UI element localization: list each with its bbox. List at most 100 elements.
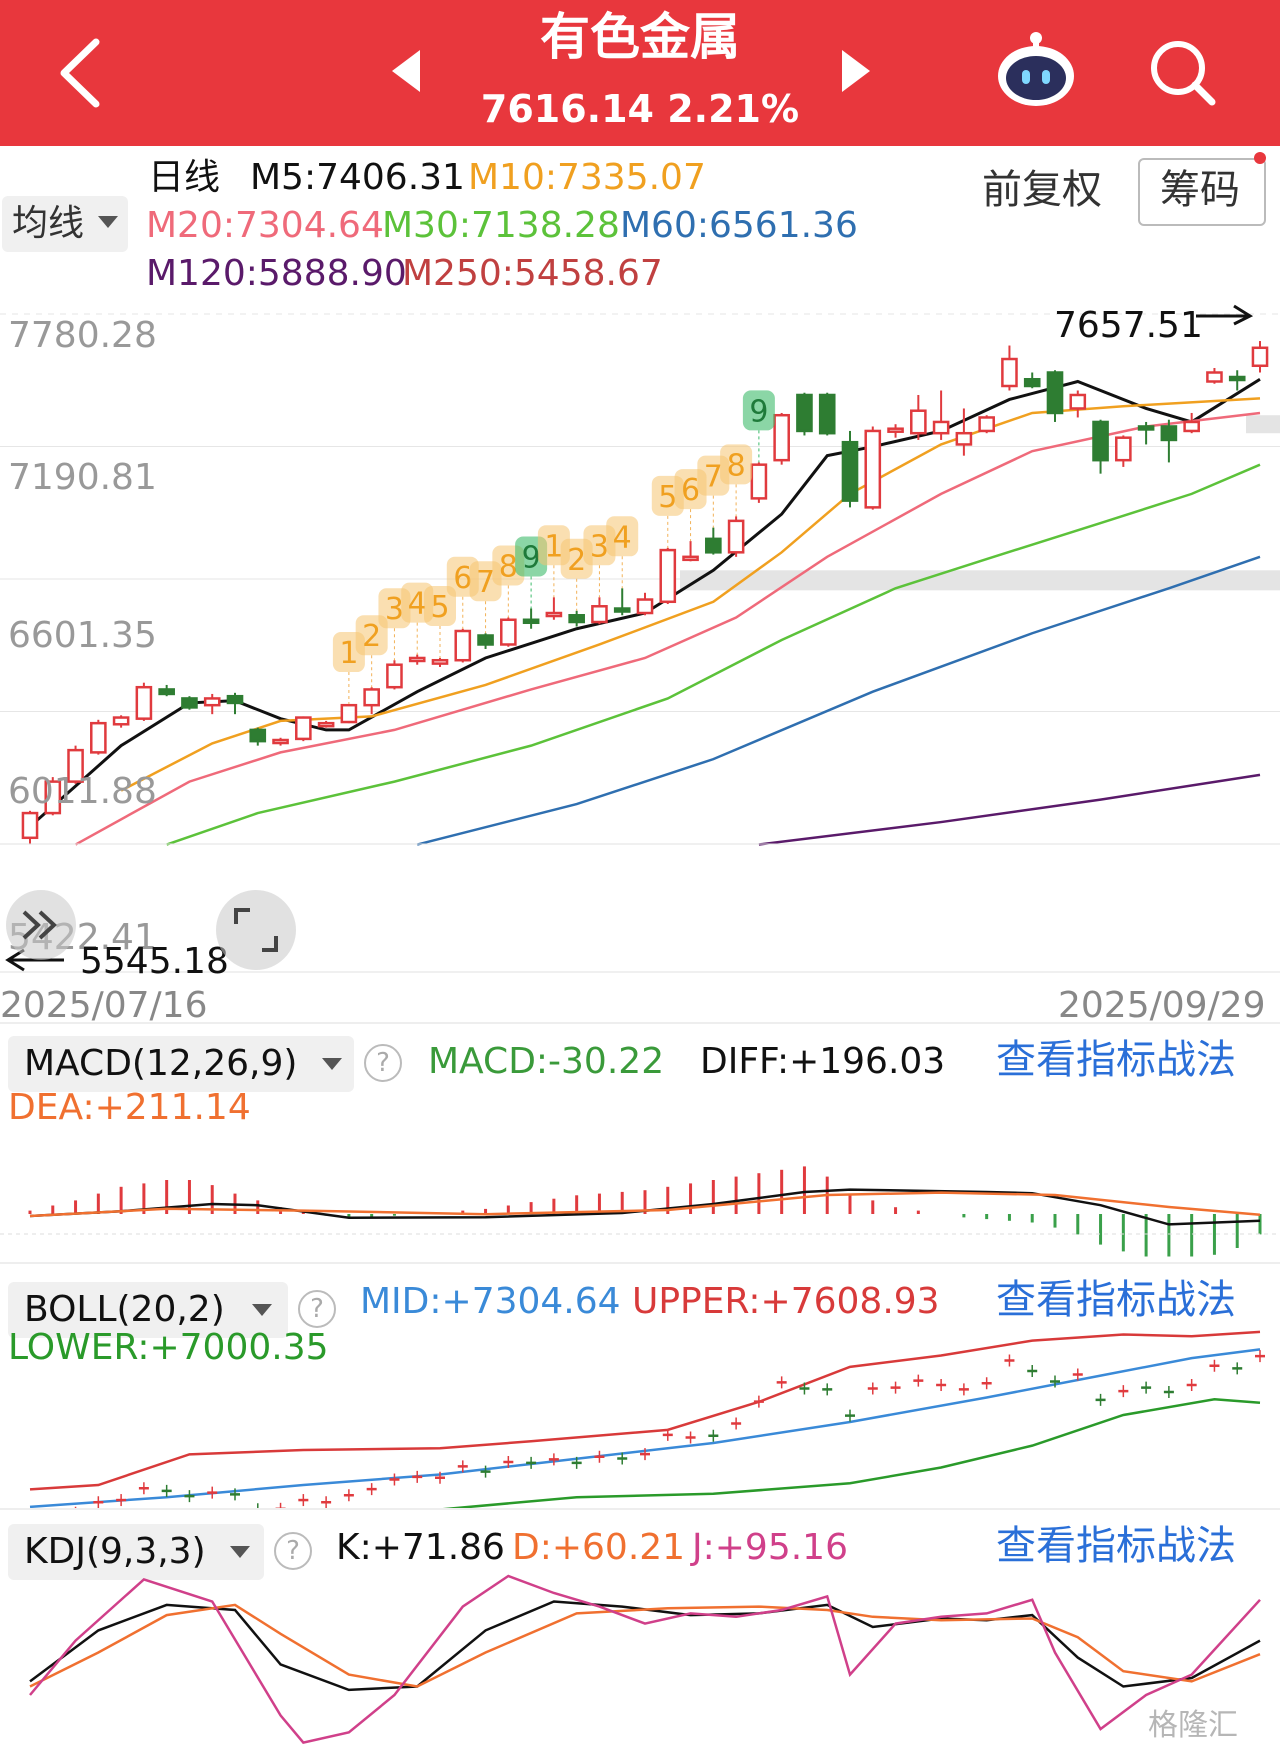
candle (317, 721, 335, 728)
candle (90, 721, 107, 754)
kdj-selector[interactable]: KDJ(9,3,3) (8, 1524, 264, 1580)
adjust-mode[interactable]: 前复权 (982, 167, 1102, 213)
sector-title: 有色金属 (540, 8, 740, 66)
candle (1001, 357, 1018, 388)
candle (249, 728, 267, 743)
ma20-value: M20:7304.64 (146, 205, 384, 246)
macd-strategy-link[interactable]: 查看指标战法 (996, 1037, 1236, 1083)
boll-lower-line (417, 1397, 1261, 1510)
td-label: 4 (613, 520, 632, 555)
td-label: 1 (544, 529, 563, 564)
expand-sidebar-button[interactable] (6, 890, 76, 960)
candle (636, 598, 654, 615)
td-label-bg (606, 516, 639, 557)
m10-line (120, 397, 1261, 792)
td-label: 5 (430, 590, 449, 625)
help-icon[interactable]: ? (298, 1290, 336, 1328)
candle (226, 694, 244, 705)
kdj-chart[interactable] (0, 1560, 1280, 1752)
candle (67, 748, 84, 783)
candle (454, 629, 472, 662)
candle (1115, 436, 1132, 462)
td-label: 9 (749, 394, 768, 429)
candle (1092, 420, 1109, 462)
candle (773, 413, 790, 462)
highlight-band (1246, 415, 1280, 434)
candle (363, 688, 380, 707)
high-price-label: 7657.51 (1054, 305, 1203, 346)
boll-upper-value: UPPER:+7608.93 (632, 1281, 940, 1322)
dea-line (29, 1191, 1261, 1218)
candle (932, 420, 950, 435)
ma120-value: M120:5888.90 (146, 253, 407, 294)
macd-chart[interactable] (0, 1130, 1280, 1260)
candle (272, 738, 289, 745)
prev-sector-icon[interactable] (392, 50, 422, 92)
dropdown-icon (98, 216, 118, 228)
y-tick-3: 6601.35 (8, 615, 157, 656)
sector-quote: 7616.14 2.21% (440, 86, 840, 132)
candle (841, 440, 859, 502)
macd-selector[interactable]: MACD(12,26,9) (8, 1036, 354, 1092)
candle (21, 811, 39, 840)
candle (591, 605, 608, 624)
m120-line (758, 773, 1261, 846)
boll-mid-value: MID:+7304.64 (360, 1281, 621, 1322)
kdj-k-line (29, 1600, 1261, 1692)
td-label: 8 (499, 550, 518, 585)
m30-line (166, 463, 1261, 846)
double-chevron-icon (22, 910, 57, 940)
dropdown-icon (230, 1546, 250, 1558)
ma60-value: M60:6561.36 (620, 205, 858, 246)
td-label: 3 (590, 529, 609, 564)
sector-change: 2.21% (667, 87, 800, 131)
candle (682, 555, 699, 562)
ma30-value: M30:7138.28 (382, 205, 620, 246)
dropdown-icon (252, 1304, 272, 1316)
candle (887, 427, 904, 433)
macd-title: MACD(12,26,9) (24, 1043, 298, 1084)
help-icon[interactable]: ? (364, 1044, 402, 1082)
kdj-title: KDJ(9,3,3) (24, 1531, 206, 1572)
boll-chart[interactable] (0, 1300, 1280, 1510)
td-label: 5 (658, 480, 677, 515)
next-sector-icon[interactable] (840, 50, 870, 92)
search-icon[interactable] (1148, 38, 1218, 108)
candle (568, 614, 585, 624)
kline-chart[interactable]: 1 23 4 56 7 8 9 1 2 3 45 6 7 89 (0, 300, 1280, 980)
boll-strategy-link[interactable]: 查看指标战法 (996, 1277, 1236, 1323)
right-arrow-icon (1196, 304, 1254, 326)
fullscreen-button[interactable] (216, 890, 296, 970)
period-label[interactable]: 日线 (148, 157, 221, 198)
candle (1206, 371, 1223, 383)
divider (0, 1508, 1280, 1510)
td-label: 7 (704, 460, 723, 495)
td-label: 8 (727, 448, 746, 483)
candle (203, 697, 221, 707)
ma10-value: M10:7335.07 (468, 157, 706, 198)
top-bar: 有色金属 7616.14 2.21% (0, 0, 1280, 146)
candle (955, 431, 973, 446)
kdj-d-line (29, 1603, 1261, 1688)
y-tick-2: 7190.81 (8, 457, 157, 498)
diff-value: DIFF:+196.03 (700, 1041, 946, 1082)
boll-title: BOLL(20,2) (24, 1289, 225, 1330)
candle (1251, 346, 1269, 368)
boll-upper-line (29, 1330, 1261, 1491)
ma-selector[interactable]: 均线 (2, 196, 128, 252)
candle (431, 658, 449, 665)
back-arrow-icon[interactable] (50, 36, 110, 110)
robot-assistant-icon[interactable] (994, 30, 1078, 110)
candle (1046, 371, 1064, 415)
dropdown-icon (322, 1058, 342, 1070)
help-icon[interactable]: ? (274, 1532, 312, 1570)
kdj-strategy-link[interactable]: 查看指标战法 (996, 1523, 1236, 1569)
td-label: 2 (567, 543, 586, 578)
chips-button[interactable]: 筹码 (1138, 158, 1266, 226)
candle (545, 611, 563, 618)
highlight-band (680, 570, 1280, 591)
dea-value: DEA:+211.14 (8, 1087, 251, 1128)
boll-selector[interactable]: BOLL(20,2) (8, 1282, 288, 1338)
candle (1069, 393, 1087, 410)
kdj-j-value: J:+95.16 (692, 1527, 848, 1568)
